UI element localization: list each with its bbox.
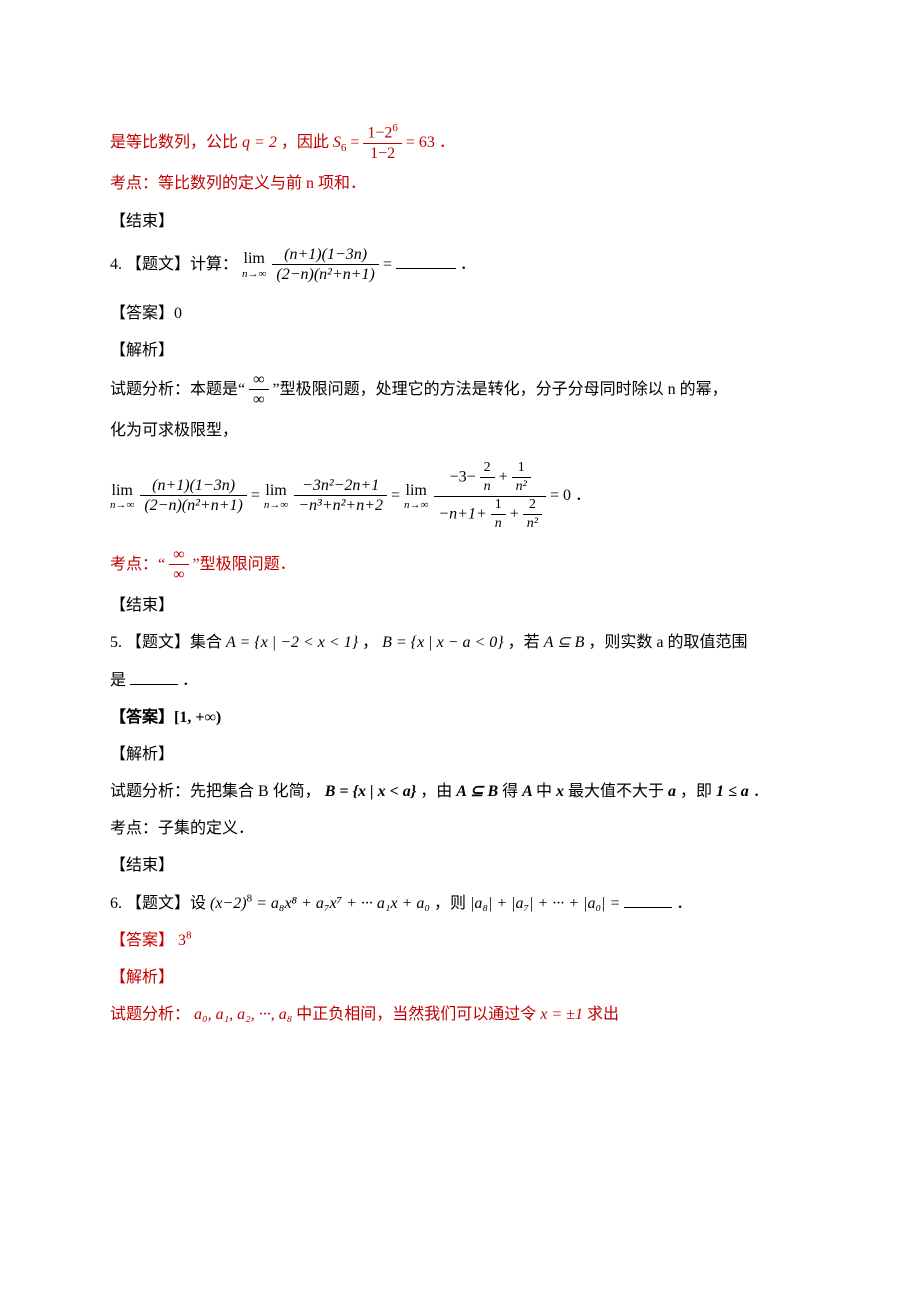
p4-end: 【结束】: [110, 588, 810, 623]
p5-question-2: 是 ．: [110, 663, 810, 698]
p6-question: 6. 【题文】设 (x−2)8 = a₈x⁸ + a₇x⁷ + ··· a₁x …: [110, 886, 810, 921]
p4-jiexi: 【解析】: [110, 333, 810, 368]
exp: 8: [186, 930, 192, 942]
inf-frac: ∞ ∞: [249, 370, 268, 411]
S: S: [333, 134, 341, 151]
set-A: A = {x | −2 < x < 1}: [226, 634, 358, 651]
label: 4. 【题文】计算：: [110, 256, 238, 273]
x-val: x = ±1: [540, 1006, 587, 1023]
text: 中正负相间，当然我们可以通过令: [296, 1006, 536, 1023]
text: ”型极限问题，处理它的方法是转化，分子分母同时除以 n 的幂，: [273, 381, 728, 398]
fraction: 1−26 1−2: [363, 122, 402, 164]
p5-analysis: 试题分析：先把集合 B 化简， B = {x | x < a} ，由 A ⊆ B…: [110, 774, 810, 809]
p5-jiexi: 【解析】: [110, 737, 810, 772]
text: 求出: [587, 1006, 619, 1023]
label: 6. 【题文】设: [110, 895, 206, 912]
text: 考点：“: [110, 556, 165, 573]
eq: = 63 ．: [406, 134, 455, 151]
fraction: −3n²−2n+1 −n³+n²+n+2: [294, 476, 387, 517]
text: ”型极限问题．: [193, 556, 296, 573]
blank: [396, 254, 456, 269]
p5-kaodian: 考点：子集的定义．: [110, 811, 810, 846]
comma: ，则: [434, 895, 466, 912]
limit: lim n→∞: [110, 482, 134, 512]
fraction: (n+1)(1−3n) (2−n)(n²+n+1): [272, 245, 379, 286]
value: 3: [178, 932, 186, 949]
text: 中: [536, 783, 552, 800]
fraction: −3− 2n + 1n² −n+1+ 1n + 2n²: [434, 460, 546, 533]
blank: [624, 893, 672, 908]
x: x: [556, 783, 568, 800]
p5-answer: 【答案】[1, +∞): [110, 700, 810, 735]
blank: [130, 670, 178, 685]
text: ，因此: [281, 134, 329, 151]
p4-answer: 【答案】0: [110, 296, 810, 331]
p3-kaodian: 考点：等比数列的定义与前 n 项和．: [110, 166, 810, 201]
text: 试题分析：先把集合 B 化简，: [110, 783, 321, 800]
text: 最大值不大于: [568, 783, 664, 800]
limit: lim n→∞: [242, 250, 266, 280]
subset: A ⊆ B: [456, 783, 502, 800]
seq: a₀, a₁, a₂, ···, a₈: [194, 1006, 296, 1023]
eq: =: [350, 134, 363, 151]
text: 得: [502, 783, 518, 800]
period: ．: [182, 672, 198, 689]
p4-analysis-1: 试题分析：本题是“ ∞ ∞ ”型极限问题，处理它的方法是转化，分子分母同时除以 …: [110, 370, 810, 411]
period: ．: [460, 256, 476, 273]
numer: 1−26: [363, 122, 402, 144]
subset: A ⊆ B: [544, 634, 589, 651]
result: = 0 ．: [550, 487, 591, 504]
A: A: [522, 783, 536, 800]
p4-analysis-2: 化为可求极限型，: [110, 413, 810, 448]
p4-steps: lim n→∞ (n+1)(1−3n) (2−n)(n²+n+1) = lim …: [110, 460, 810, 533]
p5-question: 5. 【题文】集合 A = {x | −2 < x < 1} ， B = {x …: [110, 625, 810, 660]
p6-answer: 【答案】 38: [110, 923, 810, 958]
abs-sum: |a₈| + |a₇| + ··· + |a₀| =: [470, 895, 624, 912]
text: ，即: [680, 783, 712, 800]
p6-jiexi: 【解析】: [110, 960, 810, 995]
text: 试题分析：本题是“: [110, 381, 245, 398]
text: ，则实数 a 的取值范围: [588, 634, 747, 651]
label: 【答案】: [110, 932, 174, 949]
p5-end: 【结束】: [110, 848, 810, 883]
text: 是等比数列，公比: [110, 134, 238, 151]
fraction: (n+1)(1−3n) (2−n)(n²+n+1): [140, 476, 247, 517]
set-B: B = {x | x − a < 0}: [382, 634, 504, 651]
ineq: 1 ≤ a: [716, 783, 753, 800]
p3-conclusion: 是等比数列，公比 q = 2 ，因此 S6 = 1−26 1−2 = 63 ．: [110, 122, 810, 164]
text: ，由: [420, 783, 452, 800]
exp: 8: [247, 892, 253, 904]
p3-end: 【结束】: [110, 204, 810, 239]
p6-analysis: 试题分析： a₀, a₁, a₂, ···, a₈ 中正负相间，当然我们可以通过…: [110, 997, 810, 1032]
denom: 1−2: [363, 144, 402, 165]
q-value: q = 2: [242, 134, 277, 151]
sub: 6: [341, 142, 347, 154]
text: 试题分析：: [110, 1006, 190, 1023]
eq: =: [383, 256, 396, 273]
inf-frac: ∞ ∞: [169, 545, 188, 586]
expand: (x−2): [210, 895, 247, 912]
polynomial: = a₈x⁸ + a₇x⁷ + ··· a₁x + a₀: [256, 895, 430, 912]
comma: ，: [362, 634, 378, 651]
limit: lim n→∞: [404, 482, 428, 512]
comma: ，若: [508, 634, 540, 651]
p4-question: 4. 【题文】计算： lim n→∞ (n+1)(1−3n) (2−n)(n²+…: [110, 245, 810, 286]
document-page: 是等比数列，公比 q = 2 ，因此 S6 = 1−26 1−2 = 63 ． …: [0, 0, 920, 1302]
label: 5. 【题文】集合: [110, 634, 222, 651]
p4-kaodian: 考点：“ ∞ ∞ ”型极限问题．: [110, 545, 810, 586]
limit: lim n→∞: [264, 482, 288, 512]
set-B-simplified: B = {x | x < a}: [325, 783, 417, 800]
a: a: [668, 783, 680, 800]
text: 是: [110, 672, 126, 689]
period: ．: [676, 895, 692, 912]
period: ．: [753, 783, 769, 800]
